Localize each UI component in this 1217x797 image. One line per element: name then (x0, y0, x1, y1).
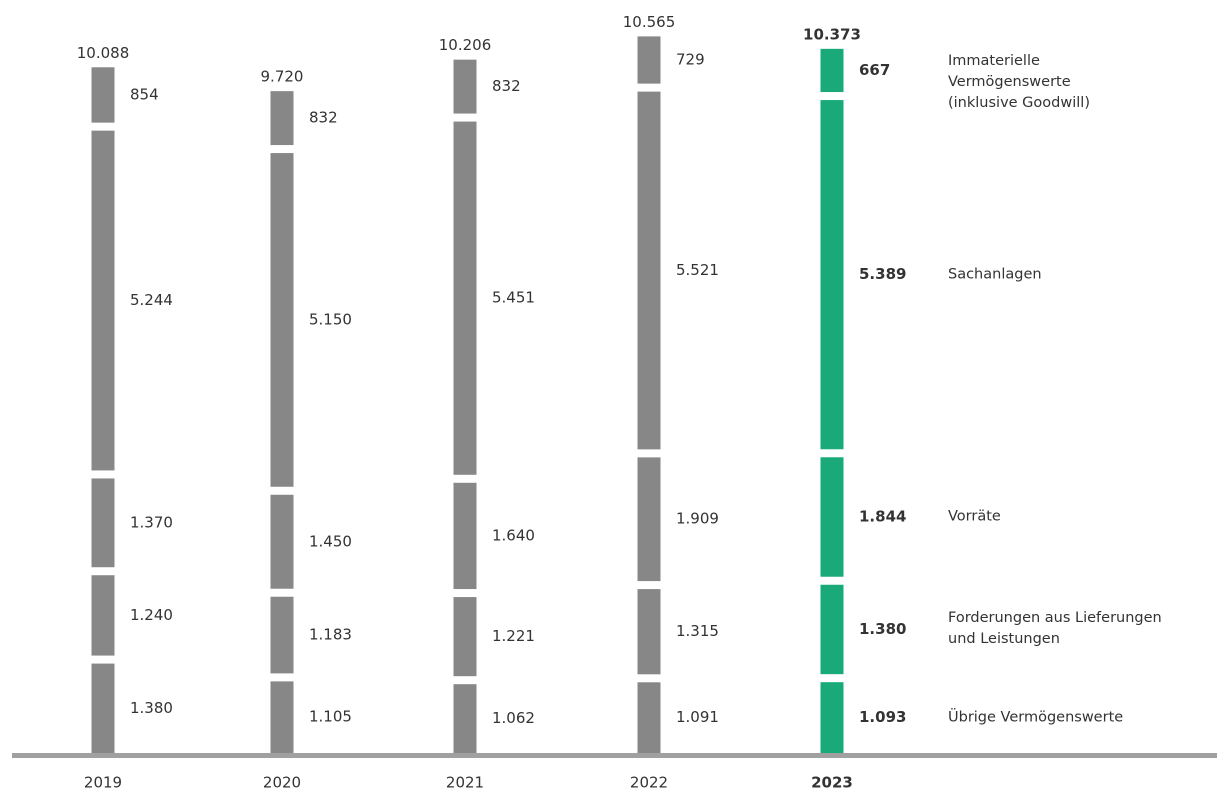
x-tick-label: 2023 (811, 774, 853, 792)
value-label: 1.105 (309, 708, 352, 726)
bar-segment (270, 681, 294, 753)
bar-segment (270, 91, 294, 146)
legend-label: Vorräte (948, 508, 1001, 525)
value-label: 5.451 (492, 289, 535, 307)
bar-segment (91, 663, 115, 753)
value-label: 832 (492, 77, 521, 95)
x-tick-label: 2022 (630, 774, 668, 792)
bar-segment (637, 91, 661, 450)
legend-label: Sachanlagen (948, 266, 1042, 283)
value-label: 1.091 (676, 708, 719, 726)
x-tick-label: 2020 (263, 774, 301, 792)
value-label: 1.370 (130, 513, 173, 531)
legend-label: Übrige Vermögenswerte (948, 709, 1124, 726)
bar-segment (453, 59, 477, 114)
legend-label: Forderungen aus Lieferungen und Leistung… (948, 610, 1162, 648)
legend-label: Immaterielle Vermögenswerte (inklusive G… (948, 52, 1090, 111)
bar-segment (637, 589, 661, 675)
value-label: 5.150 (309, 310, 352, 328)
value-label: 5.389 (859, 265, 906, 283)
value-label: 854 (130, 85, 159, 103)
bar-segment (637, 682, 661, 753)
value-label: 1.315 (676, 622, 719, 640)
bar-segment (820, 457, 844, 577)
bar-segment (637, 36, 661, 84)
total-label: 10.373 (803, 25, 861, 43)
value-label: 1.909 (676, 510, 719, 528)
bar-segment (820, 100, 844, 450)
value-label: 1.062 (492, 709, 535, 727)
value-label: 832 (309, 109, 338, 127)
bar-segment (453, 482, 477, 590)
bar-segment (91, 478, 115, 568)
value-label: 1.183 (309, 626, 352, 644)
bar-segment (637, 457, 661, 582)
total-label: 10.206 (439, 36, 492, 54)
x-tick-label: 2019 (84, 774, 122, 792)
bar-segment (270, 494, 294, 589)
bar-segment (820, 584, 844, 675)
value-label: 729 (676, 51, 705, 69)
x-tick-label: 2021 (446, 774, 484, 792)
value-label: 1.240 (130, 606, 173, 624)
value-label: 1.221 (492, 627, 535, 645)
value-label: 1.450 (309, 532, 352, 550)
bar-segment (91, 67, 115, 123)
bar-segment (453, 597, 477, 677)
value-label: 5.521 (676, 261, 719, 279)
bar-segment (270, 153, 294, 487)
bar-segment (453, 121, 477, 475)
bar-segment (820, 682, 844, 753)
bar-segment (453, 684, 477, 753)
value-label: 667 (859, 61, 890, 79)
total-label: 10.565 (623, 13, 676, 31)
value-label: 1.380 (859, 620, 906, 638)
bar-segment (91, 130, 115, 471)
value-label: 1.844 (859, 508, 906, 526)
total-label: 10.088 (77, 44, 130, 62)
value-label: 5.244 (130, 291, 173, 309)
value-label: 1.640 (492, 526, 535, 544)
bar-segment (820, 48, 844, 93)
total-label: 9.720 (261, 68, 304, 86)
bar-segment (91, 575, 115, 656)
bar-segment (270, 596, 294, 674)
value-label: 1.380 (130, 699, 173, 717)
value-label: 1.093 (859, 708, 906, 726)
